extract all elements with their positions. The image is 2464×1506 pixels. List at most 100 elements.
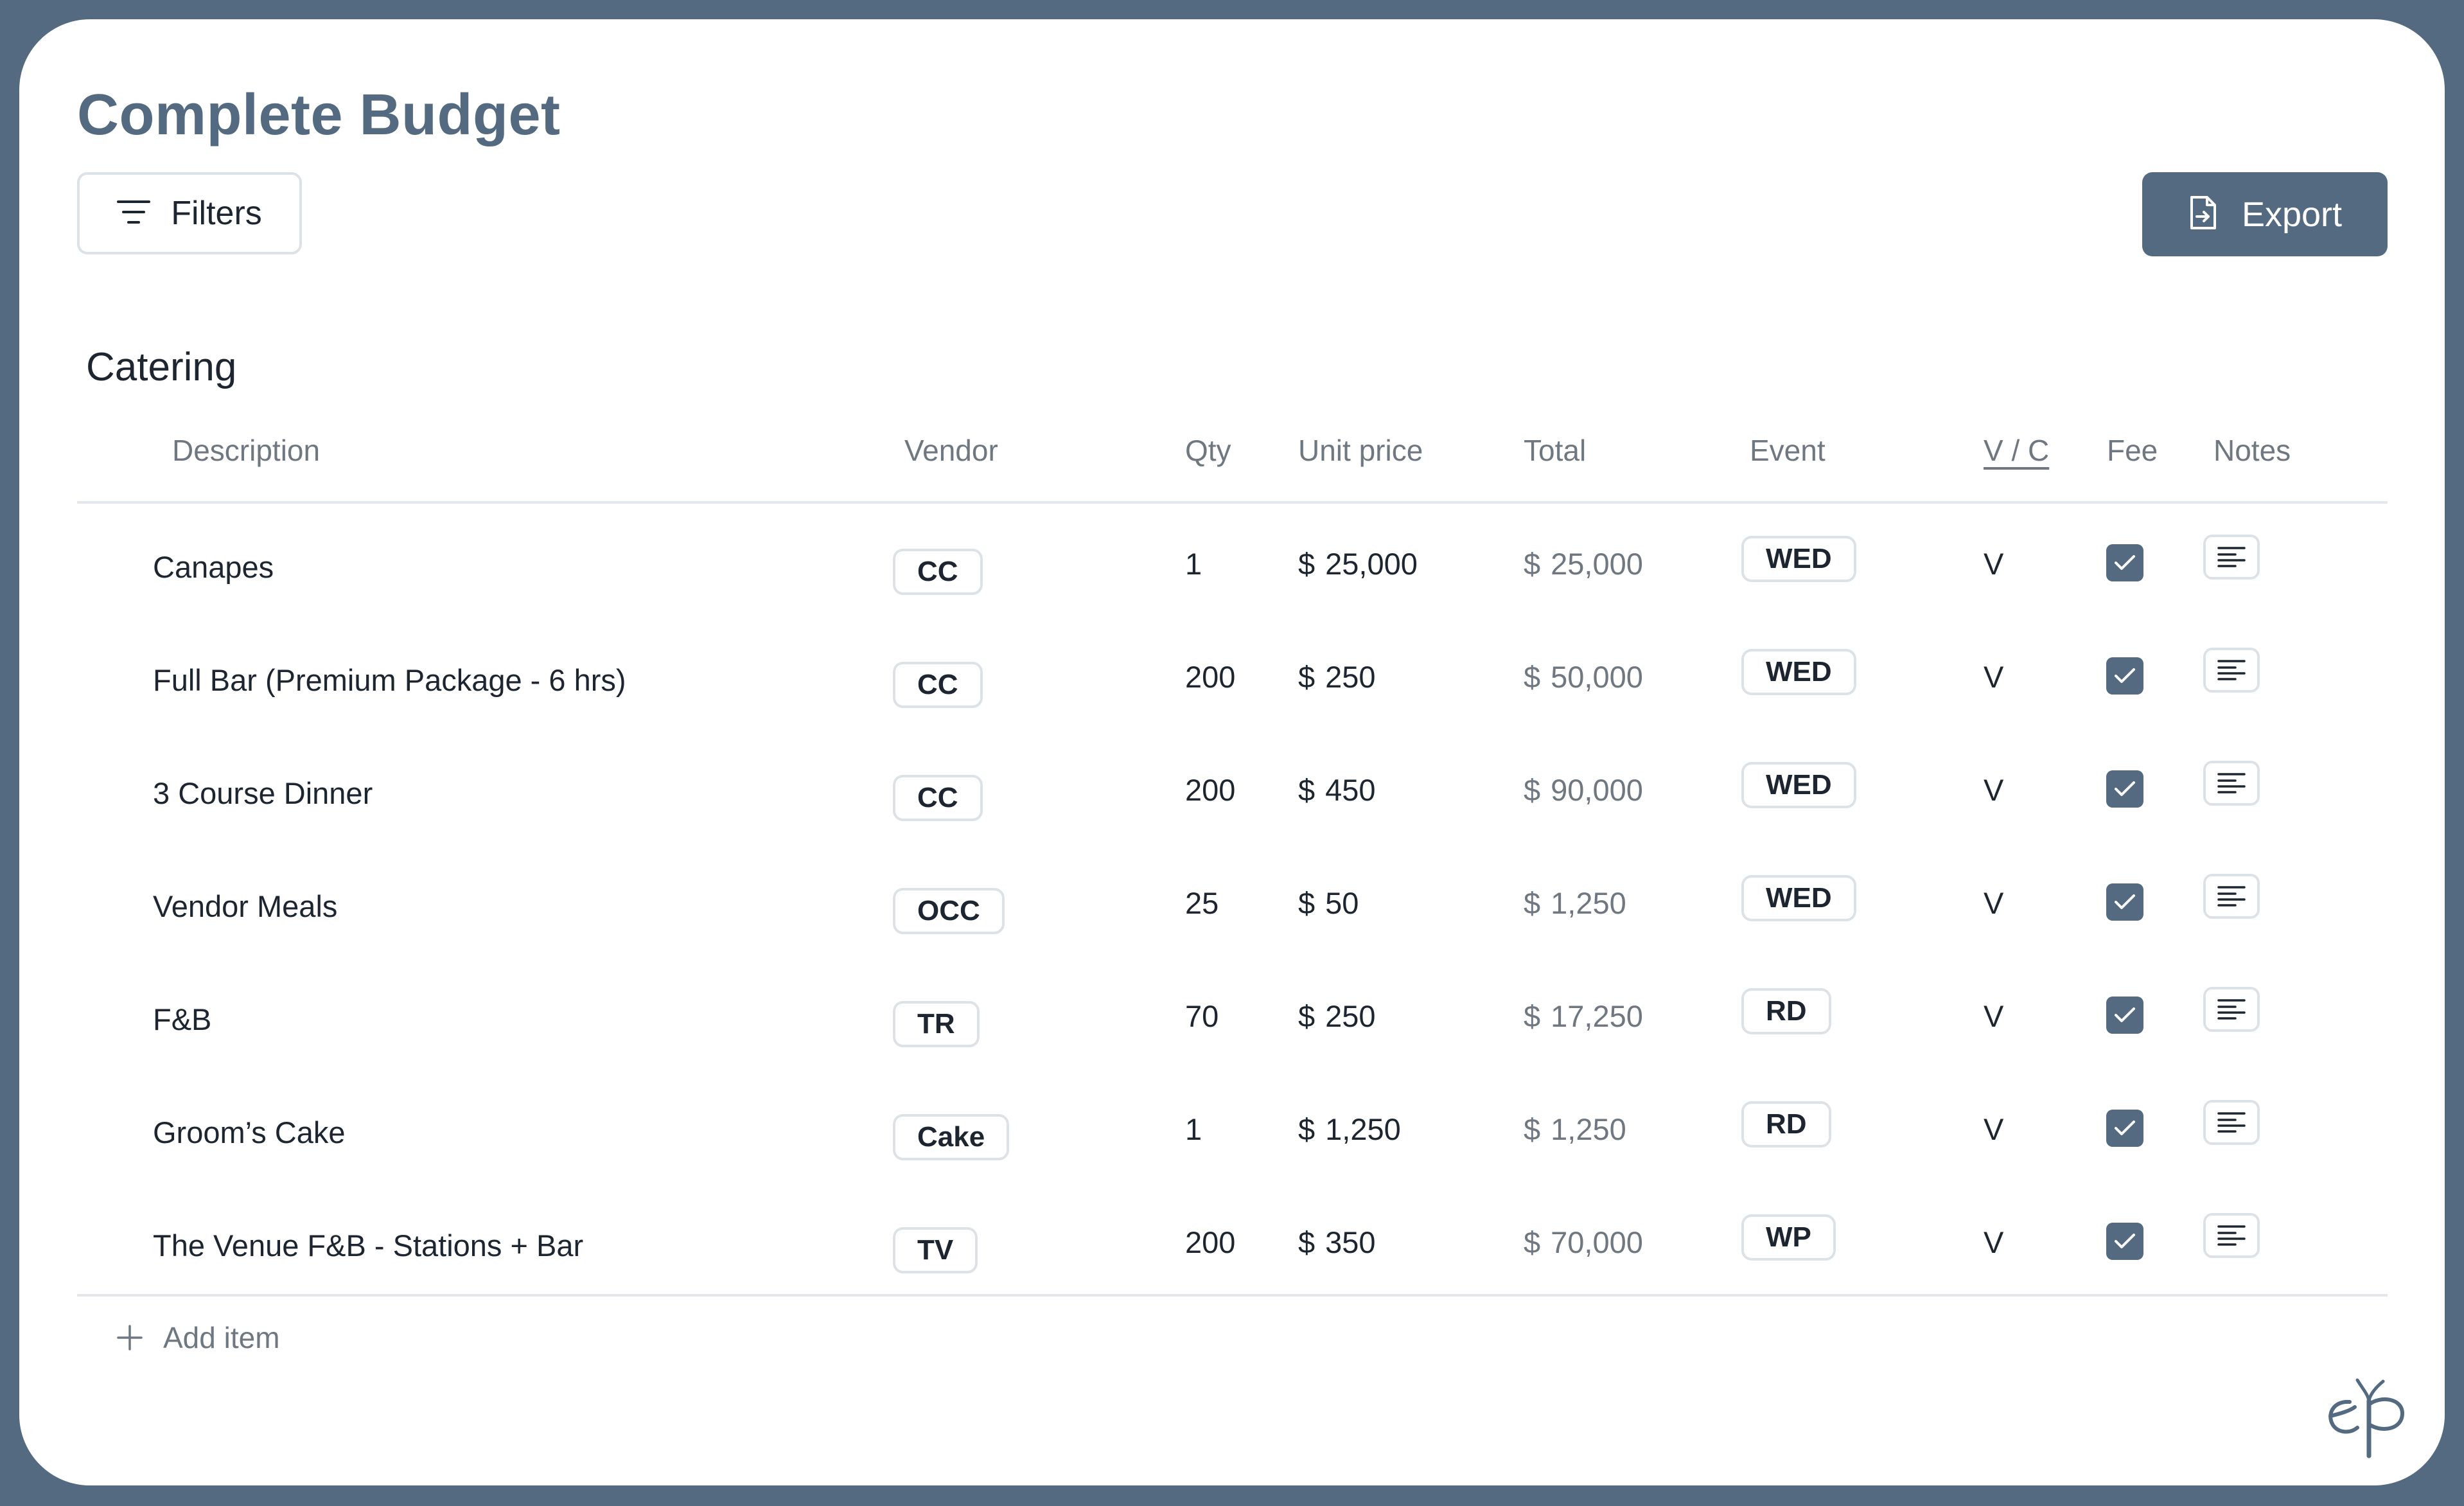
notes-lines-icon — [2217, 999, 2246, 1020]
unit-price-value: 450 — [1325, 773, 1376, 807]
total-value: 25,000 — [1551, 547, 1643, 581]
vendor-tag[interactable]: TR — [893, 1001, 980, 1047]
row-vc: V — [1984, 660, 2004, 694]
unit-price-value: 25,000 — [1325, 547, 1418, 581]
export-button[interactable]: Export — [2142, 172, 2388, 256]
event-tag[interactable]: WED — [1741, 762, 1856, 808]
filters-button[interactable]: Filters — [77, 172, 302, 254]
vendor-tag[interactable]: TV — [893, 1227, 978, 1273]
table-header: Description Vendor Qty Unit price Total … — [77, 418, 2388, 504]
table-row: Vendor Meals OCC 25 $50 $1,250 WED V — [77, 843, 2388, 956]
unit-price-value: 1,250 — [1325, 1112, 1401, 1146]
row-vc: V — [1984, 547, 2004, 581]
fee-checkbox[interactable] — [2106, 997, 2143, 1034]
row-vc: V — [1984, 1112, 2004, 1146]
notes-button[interactable] — [2203, 987, 2260, 1032]
notes-button[interactable] — [2203, 1213, 2260, 1258]
event-tag[interactable]: WED — [1741, 536, 1856, 582]
row-total: $1,250 — [1524, 1114, 1626, 1144]
currency-symbol: $ — [1298, 886, 1316, 920]
row-qty: 200 — [1185, 1225, 1236, 1259]
column-header-unit-price: Unit price — [1298, 434, 1423, 467]
row-description: Full Bar (Premium Package - 6 hrs) — [153, 663, 626, 697]
currency-symbol: $ — [1524, 886, 1541, 920]
table-footer-divider — [77, 1294, 2388, 1297]
total-value: 1,250 — [1551, 886, 1626, 920]
table-body: Canapes CC 1 $25,000 $25,000 WED V Full … — [77, 504, 2388, 1295]
vendor-tag[interactable]: CC — [893, 775, 983, 821]
check-icon — [2115, 1234, 2135, 1248]
row-qty: 70 — [1185, 999, 1219, 1033]
row-vc: V — [1984, 886, 2004, 920]
column-header-event: Event — [1750, 434, 1826, 467]
vendor-tag[interactable]: CC — [893, 662, 983, 708]
notes-lines-icon — [2217, 1112, 2246, 1133]
event-tag[interactable]: WED — [1741, 875, 1856, 921]
row-unit-price: $25,000 — [1298, 549, 1418, 579]
page-title: Complete Budget — [77, 83, 561, 147]
currency-symbol: $ — [1298, 547, 1316, 581]
row-total: $90,000 — [1524, 775, 1643, 805]
row-unit-price: $50 — [1298, 888, 1359, 918]
vendor-tag[interactable]: CC — [893, 549, 983, 595]
row-total: $17,250 — [1524, 1001, 1643, 1031]
unit-price-value: 250 — [1325, 999, 1376, 1033]
row-unit-price: $250 — [1298, 662, 1376, 692]
check-icon — [2115, 781, 2135, 796]
currency-symbol: $ — [1298, 773, 1316, 807]
row-unit-price: $250 — [1298, 1001, 1376, 1031]
vendor-tag[interactable]: OCC — [893, 888, 1005, 934]
currency-symbol: $ — [1524, 660, 1541, 694]
row-total: $25,000 — [1524, 549, 1643, 579]
fee-checkbox[interactable] — [2106, 544, 2143, 581]
currency-symbol: $ — [1524, 999, 1541, 1033]
fee-checkbox[interactable] — [2106, 770, 2143, 808]
add-item-button[interactable]: Add item — [116, 1320, 280, 1355]
fee-checkbox[interactable] — [2106, 657, 2143, 695]
notes-button[interactable] — [2203, 648, 2260, 693]
event-tag[interactable]: RD — [1741, 1101, 1831, 1147]
row-qty: 200 — [1185, 773, 1236, 807]
total-value: 90,000 — [1551, 773, 1643, 807]
vendor-tag[interactable]: Cake — [893, 1114, 1010, 1160]
notes-lines-icon — [2217, 547, 2246, 567]
row-unit-price: $1,250 — [1298, 1114, 1401, 1144]
filter-lines-icon — [117, 199, 151, 228]
fee-checkbox[interactable] — [2106, 1223, 2143, 1260]
row-unit-price: $450 — [1298, 775, 1376, 805]
column-header-fee: Fee — [2107, 434, 2158, 467]
notes-lines-icon — [2217, 660, 2246, 680]
table-row: F&B TR 70 $250 $17,250 RD V — [77, 956, 2388, 1069]
fee-checkbox[interactable] — [2106, 1110, 2143, 1147]
currency-symbol: $ — [1298, 999, 1316, 1033]
row-unit-price: $350 — [1298, 1227, 1376, 1257]
column-header-qty: Qty — [1185, 434, 1231, 467]
check-icon — [2115, 668, 2135, 683]
unit-price-value: 50 — [1325, 886, 1359, 920]
currency-symbol: $ — [1524, 1225, 1541, 1259]
table-row: Full Bar (Premium Package - 6 hrs) CC 20… — [77, 617, 2388, 730]
table-row: Canapes CC 1 $25,000 $25,000 WED V — [77, 504, 2388, 617]
notes-button[interactable] — [2203, 874, 2260, 919]
unit-price-value: 350 — [1325, 1225, 1376, 1259]
row-description: Vendor Meals — [153, 889, 338, 923]
event-tag[interactable]: WP — [1741, 1214, 1836, 1261]
row-description: Canapes — [153, 550, 274, 584]
row-vc: V — [1984, 999, 2004, 1033]
row-qty: 25 — [1185, 886, 1219, 920]
notes-button[interactable] — [2203, 1100, 2260, 1145]
notes-button[interactable] — [2203, 535, 2260, 580]
check-icon — [2115, 1121, 2135, 1135]
column-header-description: Description — [172, 434, 321, 467]
table-row: Groom’s Cake Cake 1 $1,250 $1,250 RD V — [77, 1069, 2388, 1182]
event-tag[interactable]: WED — [1741, 649, 1856, 695]
column-header-vc[interactable]: V / C — [1984, 434, 2050, 467]
notes-button[interactable] — [2203, 761, 2260, 806]
event-tag[interactable]: RD — [1741, 988, 1831, 1034]
row-total: $70,000 — [1524, 1227, 1643, 1257]
fee-checkbox[interactable] — [2106, 883, 2143, 921]
row-description: F&B — [153, 1002, 212, 1036]
brand-logo — [2319, 1362, 2409, 1458]
add-item-label: Add item — [163, 1321, 280, 1354]
budget-card: Complete Budget Filters Export Catering … — [19, 19, 2445, 1485]
